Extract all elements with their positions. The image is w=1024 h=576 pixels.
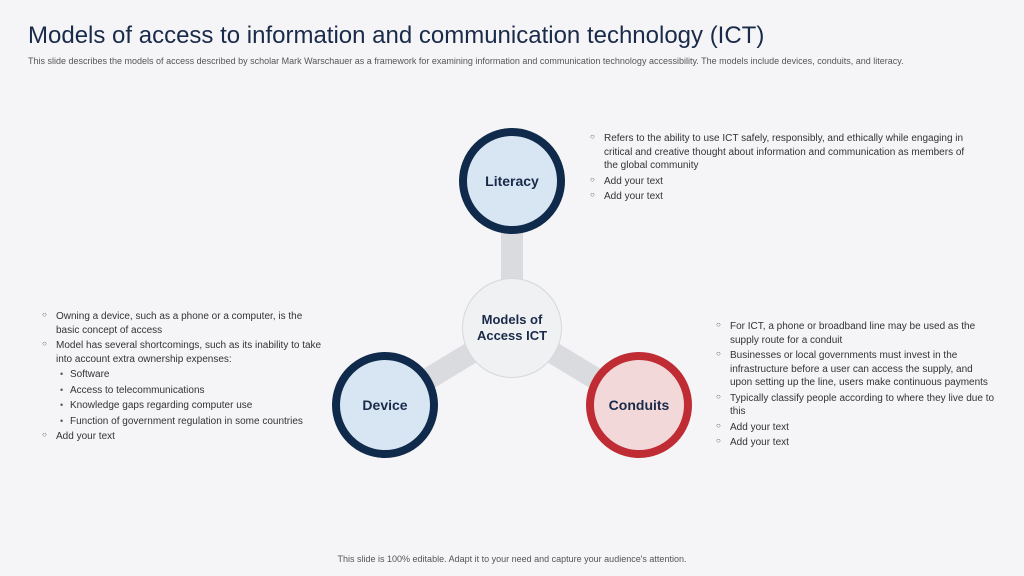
bullet-item: Add your text	[590, 175, 970, 189]
bullet-item: Model has several shortcomings, such as …	[42, 339, 327, 366]
device-node: Device	[332, 352, 438, 458]
bullet-item: Add your text	[716, 421, 996, 435]
literacy-node-label: Literacy	[485, 173, 539, 189]
bullet-item: Add your text	[590, 190, 970, 204]
bullet-item: Add your text	[716, 436, 996, 450]
literacy-text: Refers to the ability to use ICT safely,…	[590, 132, 970, 206]
bullet-item: Knowledge gaps regarding computer use	[42, 399, 327, 413]
bullet-item: Typically classify people according to w…	[716, 392, 996, 419]
bullet-item: Refers to the ability to use ICT safely,…	[590, 132, 970, 173]
bullet-item: Software	[42, 368, 327, 382]
conduits-node-label: Conduits	[609, 397, 670, 413]
bullet-item: Add your text	[42, 430, 327, 444]
conduits-text: For ICT, a phone or broadband line may b…	[716, 320, 996, 452]
bullet-item: Access to telecommunications	[42, 384, 327, 398]
center-node-label: Models of Access ICT	[463, 312, 561, 343]
bullet-item: For ICT, a phone or broadband line may b…	[716, 320, 996, 347]
device-text: Owning a device, such as a phone or a co…	[42, 310, 327, 446]
slide-footer: This slide is 100% editable. Adapt it to…	[0, 554, 1024, 564]
slide-title: Models of access to information and comm…	[28, 22, 764, 50]
bullet-item: Owning a device, such as a phone or a co…	[42, 310, 327, 337]
literacy-node: Literacy	[459, 128, 565, 234]
slide-subtitle: This slide describes the models of acces…	[28, 56, 996, 68]
center-node: Models of Access ICT	[462, 278, 562, 378]
bullet-item: Businesses or local governments must inv…	[716, 349, 996, 390]
bullet-item: Function of government regulation in som…	[42, 415, 327, 429]
conduits-node: Conduits	[586, 352, 692, 458]
device-node-label: Device	[362, 397, 407, 413]
